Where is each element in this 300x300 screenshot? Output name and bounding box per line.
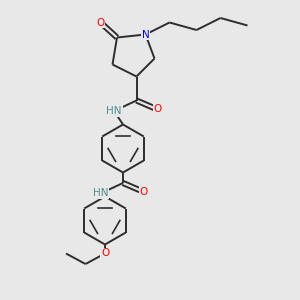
Text: HN: HN: [93, 188, 108, 199]
Text: N: N: [142, 29, 149, 40]
Text: O: O: [101, 248, 109, 259]
Text: HN: HN: [106, 106, 122, 116]
Text: O: O: [96, 17, 105, 28]
Text: O: O: [140, 187, 148, 197]
Text: O: O: [153, 104, 162, 115]
